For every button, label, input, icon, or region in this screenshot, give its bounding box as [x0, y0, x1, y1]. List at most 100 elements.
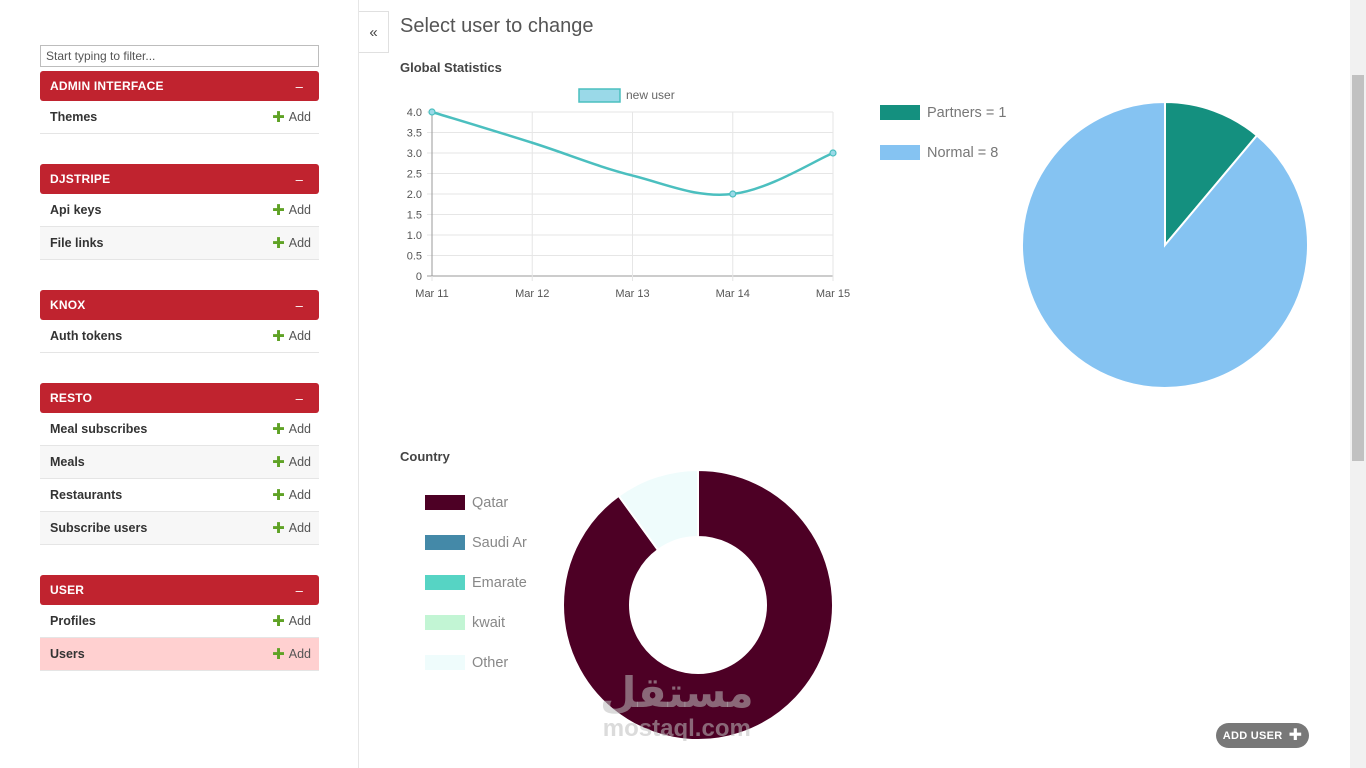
model-list: Themes ✚ Add	[40, 101, 319, 134]
y-tick-label: 1.5	[407, 210, 422, 222]
add-link[interactable]: ✚ Add	[272, 110, 311, 125]
model-list: Auth tokens ✚ Add	[40, 320, 319, 353]
legend-label: Other	[472, 655, 508, 671]
app-header-label: ADMIN INTERFACE	[50, 79, 164, 93]
add-link[interactable]: ✚ Add	[272, 329, 311, 344]
add-link-label: Add	[288, 203, 311, 217]
add-link[interactable]: ✚ Add	[272, 203, 311, 218]
country-title: Country	[400, 449, 450, 464]
pie-slice-normal[interactable]	[1021, 100, 1309, 389]
x-tick-label: Mar 15	[816, 288, 850, 300]
app-header-label: DJSTRIPE	[50, 172, 111, 186]
app-header[interactable]: KNOX –	[40, 290, 319, 320]
collapse-icon[interactable]: –	[295, 297, 303, 313]
app-header-label: RESTO	[50, 391, 93, 405]
plus-icon: ✚	[272, 519, 285, 537]
model-row-api-keys: Api keys ✚ Add	[40, 194, 319, 227]
legend-label: Normal = 8	[927, 145, 998, 161]
y-tick-label: 1.0	[407, 230, 422, 242]
model-row-profiles: Profiles ✚ Add	[40, 605, 319, 638]
model-link[interactable]: Api keys	[50, 203, 102, 217]
line-legend: new user	[578, 88, 675, 103]
add-link[interactable]: ✚ Add	[272, 614, 311, 629]
app-header[interactable]: RESTO –	[40, 383, 319, 413]
global-statistics-title: Global Statistics	[400, 60, 502, 75]
app-section-resto: RESTO – Meal subscribes ✚ Add Meals ✚ Add Restau…	[40, 383, 319, 545]
x-tick-label: Mar 12	[515, 288, 549, 300]
donut-slice-other[interactable]	[617, 468, 699, 552]
app-header[interactable]: ADMIN INTERFACE –	[40, 71, 319, 101]
plus-icon: ✚	[272, 108, 285, 126]
legend-swatch-new-user	[578, 88, 621, 103]
add-link[interactable]: ✚ Add	[272, 647, 311, 662]
x-tick-label: Mar 14	[716, 288, 750, 300]
model-link[interactable]: Profiles	[50, 614, 96, 628]
legend-label-new-user: new user	[626, 88, 675, 102]
x-tick-label: Mar 11	[415, 288, 448, 300]
y-tick-label: 4.0	[407, 107, 422, 119]
add-link-label: Add	[288, 422, 311, 436]
collapse-icon[interactable]: –	[295, 78, 303, 94]
legend-swatch	[880, 145, 920, 160]
model-link[interactable]: Auth tokens	[50, 329, 123, 343]
model-row-file-links: File links ✚ Add	[40, 227, 319, 260]
add-link-label: Add	[288, 614, 311, 628]
add-link[interactable]: ✚ Add	[272, 455, 311, 470]
add-user-button[interactable]: ADD USER ✚	[1216, 723, 1309, 748]
donut-slice-qatar[interactable]	[562, 468, 834, 741]
add-link[interactable]: ✚ Add	[272, 521, 311, 536]
model-list: Api keys ✚ Add File links ✚ Add	[40, 194, 319, 260]
x-tick-label: Mar 13	[615, 288, 649, 300]
add-link-label: Add	[288, 329, 311, 343]
model-row-themes: Themes ✚ Add	[40, 101, 319, 134]
scrollbar-thumb[interactable]	[1352, 75, 1364, 461]
plus-icon: ✚	[272, 327, 285, 345]
model-row-auth-tokens: Auth tokens ✚ Add	[40, 320, 319, 353]
collapse-icon[interactable]: –	[295, 390, 303, 406]
pie-slice-partners[interactable]	[1164, 100, 1259, 248]
model-link[interactable]: Meals	[50, 455, 85, 469]
y-tick-label: 0.5	[407, 251, 422, 263]
filter-input[interactable]	[40, 45, 319, 67]
model-link[interactable]: Restaurants	[50, 488, 123, 502]
app-header[interactable]: DJSTRIPE –	[40, 164, 319, 194]
model-list: Profiles ✚ Add Users ✚ Add	[40, 605, 319, 671]
legend-swatch	[425, 575, 465, 590]
y-tick-label: 2.5	[407, 169, 422, 181]
model-row-subscribe-users: Subscribe users ✚ Add	[40, 512, 319, 545]
add-link[interactable]: ✚ Add	[272, 422, 311, 437]
plus-icon: ✚	[272, 420, 285, 438]
toggle-sidebar-button[interactable]: «	[359, 11, 389, 53]
model-row-users: Users ✚ Add	[40, 638, 319, 671]
add-link[interactable]: ✚ Add	[272, 488, 311, 503]
app-section-djstripe: DJSTRIPE – Api keys ✚ Add File links ✚ Add	[40, 164, 319, 260]
model-link[interactable]: Subscribe users	[50, 521, 148, 535]
model-link[interactable]: Meal subscribes	[50, 422, 148, 436]
plus-icon: ✚	[272, 201, 285, 219]
plus-icon: ✚	[272, 645, 285, 663]
model-row-restaurants: Restaurants ✚ Add	[40, 479, 319, 512]
collapse-icon[interactable]: –	[295, 171, 303, 187]
collapse-icon[interactable]: –	[295, 582, 303, 598]
model-link[interactable]: Users	[50, 647, 85, 661]
y-tick-label: 3.5	[407, 128, 422, 140]
app-header-label: USER	[50, 583, 85, 597]
page-title: Select user to change	[400, 15, 594, 37]
app-header[interactable]: USER –	[40, 575, 319, 605]
legend-label: Partners = 1	[927, 105, 1006, 121]
model-link[interactable]: Themes	[50, 110, 98, 124]
y-tick-label: 0	[416, 271, 422, 283]
plus-icon: ✚	[272, 234, 285, 252]
watermark-arabic: مستقل	[600, 668, 754, 717]
add-link[interactable]: ✚ Add	[272, 236, 311, 251]
data-point[interactable]	[428, 108, 436, 116]
data-point[interactable]	[729, 190, 737, 198]
add-link-label: Add	[288, 455, 311, 469]
plus-icon: ✚	[272, 453, 285, 471]
scrollbar[interactable]	[1350, 0, 1366, 768]
model-link[interactable]: File links	[50, 236, 104, 250]
legend-swatch	[425, 655, 465, 670]
data-point[interactable]	[829, 149, 837, 157]
add-link-label: Add	[288, 521, 311, 535]
